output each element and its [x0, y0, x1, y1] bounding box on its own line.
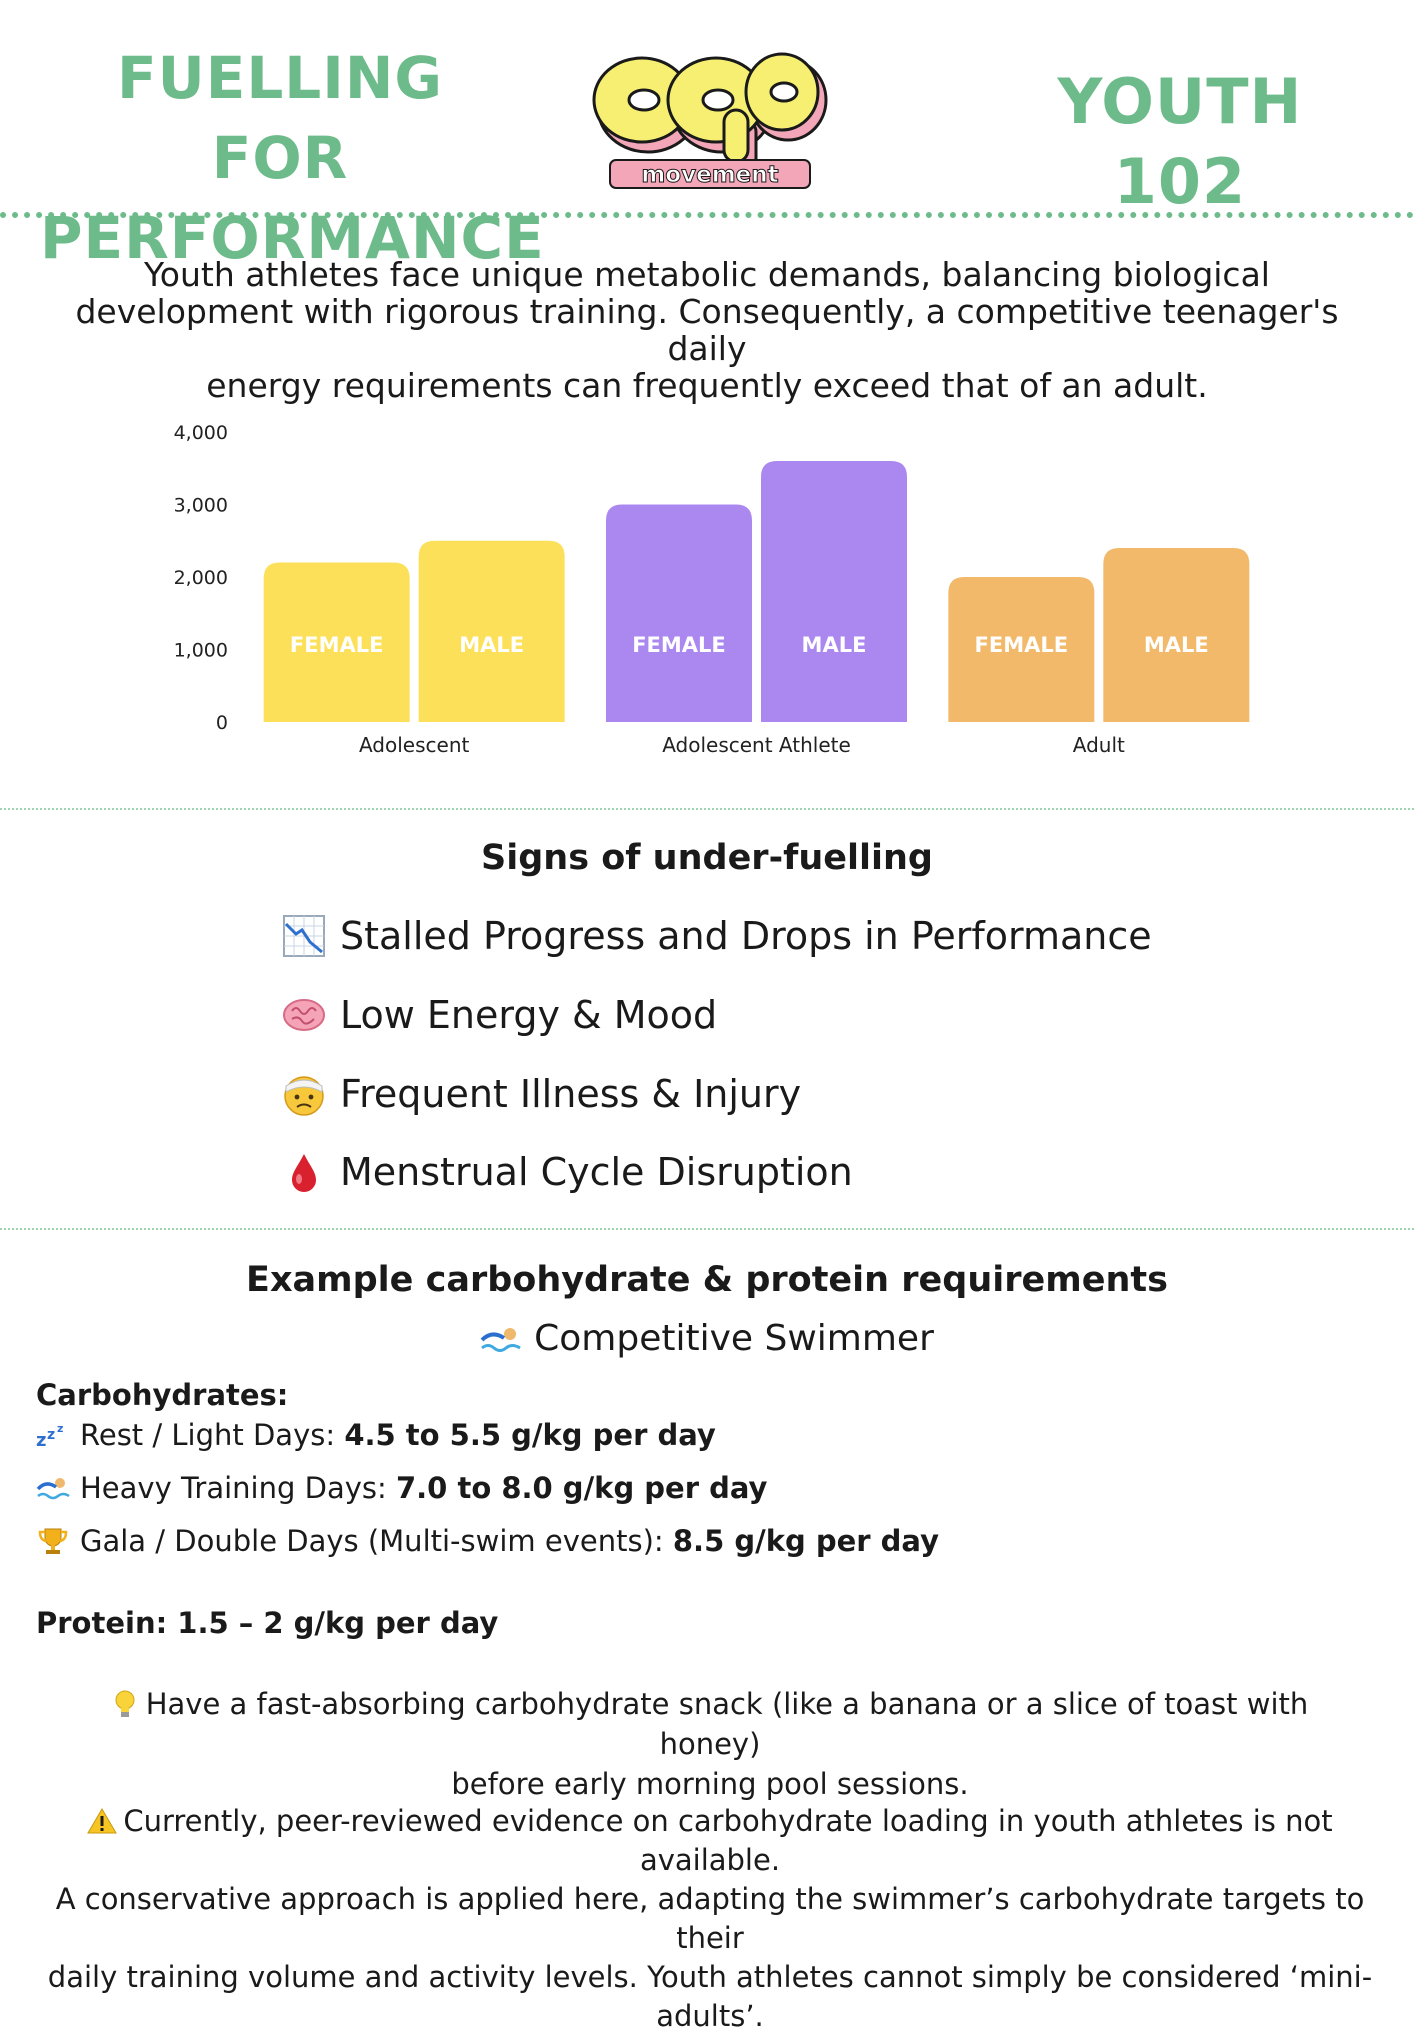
- bar: [606, 504, 752, 722]
- intro-text: Youth athletes face unique metabolic dem…: [60, 256, 1354, 404]
- swimmer-icon: [480, 1327, 521, 1352]
- x-category-label: Adolescent Athlete: [662, 733, 851, 757]
- sign-item: Low Energy & Mood: [280, 985, 717, 1045]
- bar: [948, 577, 1095, 722]
- intro-line-1: Youth athletes face unique metabolic dem…: [144, 255, 1270, 294]
- section-divider-1: [0, 808, 1414, 810]
- bandaged-face-icon: [284, 1076, 324, 1116]
- header-divider: [0, 212, 1414, 218]
- x-category-label: Adult: [1073, 733, 1125, 757]
- carb-row: z z z Rest / Light Days: 4.5 to 5.5 g/kg…: [36, 1418, 716, 1452]
- warning-line-2: A conservative approach is applied here,…: [55, 1882, 1365, 1955]
- svg-text:z: z: [47, 1427, 55, 1443]
- carb-label: Heavy Training Days:: [80, 1471, 396, 1505]
- carb-label: Rest / Light Days:: [80, 1418, 345, 1452]
- protein-requirement: Protein: 1.5 – 2 g/kg per day: [36, 1606, 499, 1640]
- lightbulb-icon: [115, 1690, 135, 1717]
- y-tick-label: 0: [216, 712, 228, 734]
- bar-label: FEMALE: [290, 633, 384, 657]
- warning-line-1-text: Currently, peer-reviewed evidence on car…: [123, 1804, 1333, 1877]
- carb-value: 4.5 to 5.5 g/kg per day: [344, 1418, 716, 1452]
- intro-line-2: development with rigorous training. Cons…: [75, 292, 1339, 368]
- y-tick-label: 4,000: [174, 422, 228, 444]
- bar: [263, 562, 410, 722]
- tip-line-1: Have a fast-absorbing carbohydrate snack…: [60, 1684, 1360, 1764]
- warning-line-1: Currently, peer-reviewed evidence on car…: [30, 1802, 1390, 1880]
- warning-line-3: daily training volume and activity level…: [47, 1960, 1373, 2033]
- tip-text: Have a fast-absorbing carbohydrate snack…: [60, 1684, 1360, 1804]
- zzz-icon: z z z: [36, 1422, 63, 1450]
- brain-icon: [283, 999, 325, 1031]
- tip-line-1-text: Have a fast-absorbing carbohydrate snack…: [145, 1687, 1309, 1761]
- warning-icon: [87, 1808, 118, 1834]
- sign-item: Menstrual Cycle Disruption: [280, 1142, 853, 1202]
- bar-label: FEMALE: [975, 633, 1069, 657]
- section-divider-2: [0, 1228, 1414, 1230]
- y-tick-label: 2,000: [174, 567, 228, 589]
- chart-decreasing-icon: [283, 915, 325, 957]
- title-line-1: FUELLING FOR: [117, 44, 443, 192]
- sign-label: Frequent Illness & Injury: [340, 1072, 802, 1116]
- y-tick-label: 1,000: [174, 640, 228, 662]
- tip-line-2: before early morning pool sessions.: [451, 1767, 969, 1801]
- subject-row: Competitive Swimmer: [0, 1318, 1414, 1359]
- carb-value: 7.0 to 8.0 g/kg per day: [395, 1471, 768, 1505]
- energy-requirements-chart: 0 1,000 2,000 3,000 4,000 FEMALE MALE Adolescen…: [174, 422, 1250, 757]
- bar: [1103, 548, 1250, 722]
- series-label: YOUTH 102: [1057, 65, 1303, 218]
- bar-label: MALE: [802, 633, 867, 657]
- subject-label: Competitive Swimmer: [534, 1318, 934, 1359]
- warning-text: Currently, peer-reviewed evidence on car…: [30, 1802, 1390, 2036]
- carb-value: 8.5 g/kg per day: [672, 1524, 940, 1558]
- bar-label: FEMALE: [632, 633, 726, 657]
- bar-label: MALE: [459, 633, 524, 657]
- x-category-label: Adolescent: [359, 733, 470, 757]
- carb-label: Gala / Double Days (Multi-swim events):: [80, 1524, 673, 1558]
- intro-line-3: energy requirements can frequently excee…: [206, 366, 1208, 405]
- sign-item: Frequent Illness & Injury: [280, 1064, 801, 1124]
- svg-text:z: z: [36, 1430, 46, 1450]
- signs-heading: Signs of under-fuelling: [481, 838, 933, 878]
- logo-wordmark: movement: [641, 162, 778, 188]
- carb-row: Gala / Double Days (Multi-swim events): …: [36, 1524, 939, 1558]
- page-title: FUELLING FOR PERFORMANCE: [40, 38, 544, 278]
- y-tick-label: 3,000: [174, 495, 228, 517]
- sign-label: Low Energy & Mood: [340, 993, 718, 1037]
- sign-label: Stalled Progress and Drops in Performanc…: [340, 914, 1152, 958]
- trophy-icon: [38, 1528, 68, 1554]
- blood-drop-icon: [292, 1154, 316, 1192]
- swimmer-icon: [36, 1478, 70, 1500]
- sign-label: Menstrual Cycle Disruption: [340, 1150, 853, 1194]
- svg-text:z: z: [57, 1422, 63, 1435]
- oop-movement-logo: movement: [592, 52, 828, 189]
- carb-row: Heavy Training Days: 7.0 to 8.0 g/kg per…: [36, 1471, 767, 1505]
- bar: [761, 461, 907, 722]
- bar: [418, 540, 565, 722]
- carbs-title: Carbohydrates:: [36, 1378, 289, 1412]
- bar-label: MALE: [1144, 633, 1209, 657]
- requirements-heading: Example carbohydrate & protein requireme…: [246, 1260, 1168, 1300]
- sign-item: Stalled Progress and Drops in Performanc…: [280, 906, 1152, 966]
